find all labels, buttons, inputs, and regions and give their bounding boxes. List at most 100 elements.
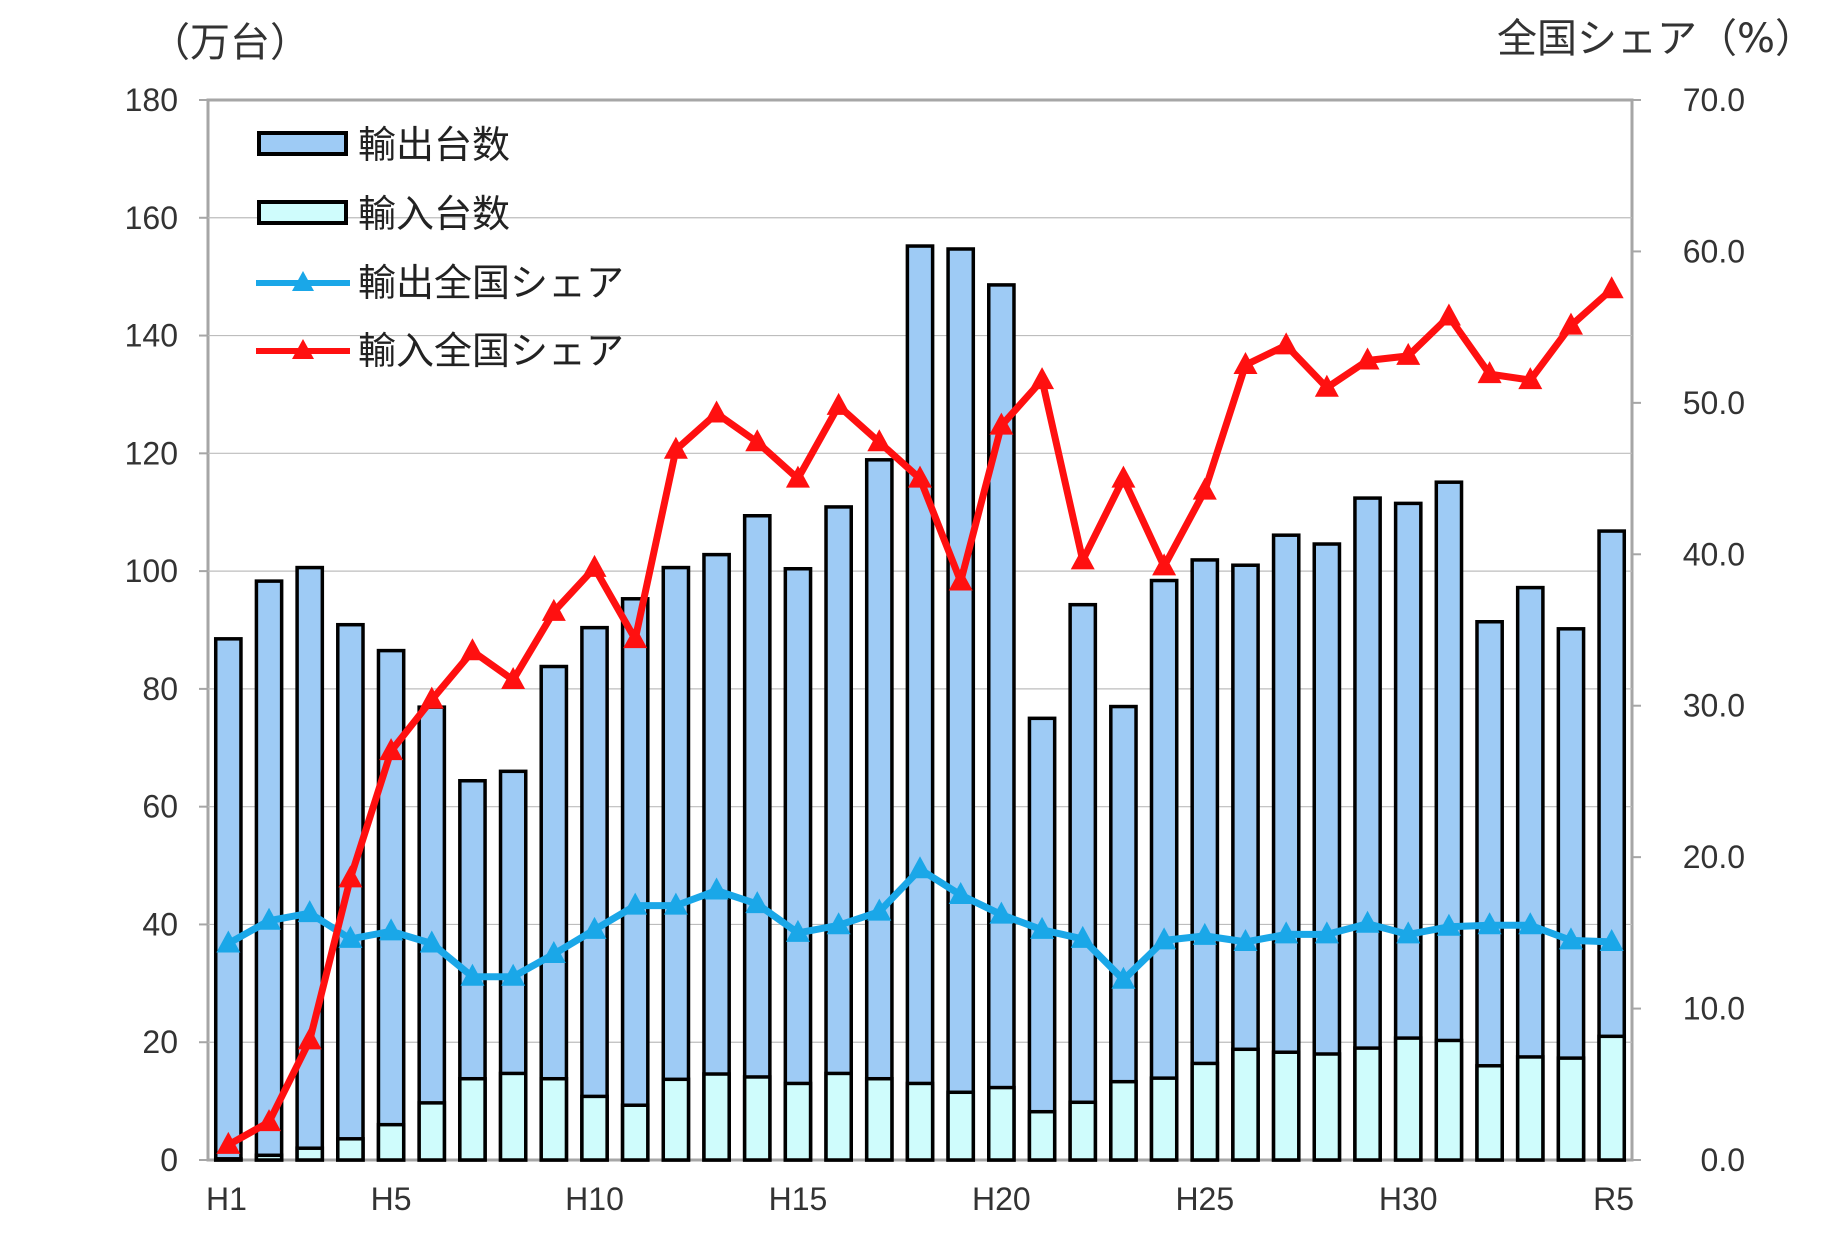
bar-import-count: [1068, 1100, 1098, 1162]
point-import-share: [1436, 303, 1461, 326]
legend-label-export-share: 輸出全国シェア: [358, 261, 624, 305]
point-import-share: [867, 429, 892, 452]
bar-export-count: [742, 514, 772, 1162]
point-import-share: [704, 400, 729, 423]
point-export-share: [623, 892, 648, 915]
right-tick-label: 30.0: [1683, 688, 1745, 724]
legend: 輸出台数 輸入台数 輸出全国シェア 輸入全国シェア: [256, 123, 624, 373]
bar-import-count: [539, 1076, 569, 1162]
point-export-share: [419, 930, 444, 953]
bar-import-count: [336, 1137, 365, 1162]
bar-import-count: [864, 1076, 894, 1162]
bar-import-count: [1231, 1047, 1260, 1162]
point-import-share: [623, 626, 648, 649]
point-import-share: [460, 638, 485, 661]
point-import-share: [1152, 553, 1177, 576]
bar-import-count: [905, 1081, 935, 1162]
legend-swatch-import-count: [257, 200, 348, 225]
legend-swatch-export-count: [257, 131, 348, 156]
point-import-share: [419, 686, 444, 709]
point-export-share: [1396, 921, 1421, 944]
point-export-share: [1233, 928, 1258, 951]
bar-import-count: [1393, 1036, 1423, 1162]
right-tick-label: 50.0: [1683, 385, 1745, 421]
point-import-share: [1477, 361, 1502, 384]
point-import-share: [785, 465, 810, 488]
right-tick-label: 70.0: [1683, 82, 1745, 118]
point-import-share: [1599, 276, 1624, 299]
point-export-share: [1030, 916, 1055, 939]
bar-import-count: [1353, 1046, 1382, 1162]
point-import-share: [216, 1131, 241, 1154]
point-import-share: [1111, 465, 1136, 488]
x-tick-label: H20: [972, 1181, 1031, 1217]
point-import-share: [1396, 342, 1421, 365]
point-import-share: [948, 568, 973, 591]
point-import-share: [908, 465, 932, 488]
point-import-share: [1355, 347, 1380, 370]
point-export-share: [501, 963, 526, 986]
point-export-share: [1436, 913, 1461, 936]
bar-import-count: [295, 1146, 325, 1162]
point-import-share: [989, 412, 1014, 435]
left-tick-label: 20: [142, 1024, 178, 1060]
bar-import-count: [1434, 1038, 1464, 1162]
point-export-share: [1355, 910, 1380, 933]
left-axis-unit: （万台）: [150, 20, 310, 66]
bar-import-count: [987, 1085, 1016, 1162]
bar-import-count: [417, 1101, 447, 1162]
point-export-share: [1192, 922, 1217, 945]
point-export-share: [297, 900, 322, 923]
left-tick-label: 100: [125, 553, 178, 589]
point-export-share: [216, 930, 241, 953]
point-import-share: [582, 554, 607, 577]
point-export-share: [704, 877, 729, 900]
bar-export-count: [905, 244, 935, 1162]
point-import-share: [1233, 352, 1258, 374]
right-tick-label: 20.0: [1683, 839, 1745, 875]
point-export-share: [663, 892, 688, 915]
point-import-share: [338, 865, 363, 888]
x-tick-label: H15: [769, 1181, 828, 1217]
bar-export-count: [702, 552, 731, 1162]
point-import-share: [826, 392, 851, 415]
bar-import-count: [213, 1157, 243, 1162]
point-export-share: [257, 907, 282, 930]
legend-item-export-count: 輸出台数: [257, 123, 510, 167]
right-axis-unit: 全国シェア（%）: [1497, 16, 1815, 62]
bar-export-count: [213, 637, 243, 1162]
point-import-share: [1274, 332, 1299, 355]
point-export-share: [1558, 927, 1583, 950]
point-import-share: [1518, 367, 1543, 390]
point-export-share: [1274, 921, 1299, 944]
right-tick-label: 60.0: [1683, 233, 1745, 269]
bar-export-count: [580, 625, 609, 1162]
bar-import-count: [1190, 1061, 1220, 1162]
legend-marker-import-share: [292, 339, 314, 359]
legend-item-export-share: 輸出全国シェア: [256, 261, 624, 305]
bar-import-count: [1109, 1079, 1138, 1162]
left-tick-label: 0: [160, 1142, 178, 1178]
bar-import-count: [1027, 1109, 1057, 1162]
point-export-share: [826, 912, 851, 935]
bar-import-count: [702, 1072, 731, 1162]
bar-export-count: [620, 597, 650, 1162]
point-export-share: [582, 916, 607, 939]
x-tick-label: R5: [1593, 1181, 1634, 1217]
point-import-share: [379, 738, 404, 761]
bar-import-count: [946, 1090, 976, 1162]
point-export-share: [908, 856, 932, 879]
point-export-share: [1518, 912, 1543, 935]
point-export-share: [379, 918, 404, 941]
point-export-share: [1599, 928, 1624, 951]
left-tick-label: 40: [142, 906, 178, 942]
point-import-share: [541, 598, 566, 621]
bar-import-count: [458, 1076, 487, 1162]
left-tick-label: 80: [142, 671, 178, 707]
point-import-share: [663, 436, 688, 459]
point-import-share: [745, 429, 770, 452]
left-tick-label: 120: [125, 435, 178, 471]
point-export-share: [1314, 921, 1339, 944]
bar-export-count: [1027, 716, 1057, 1162]
